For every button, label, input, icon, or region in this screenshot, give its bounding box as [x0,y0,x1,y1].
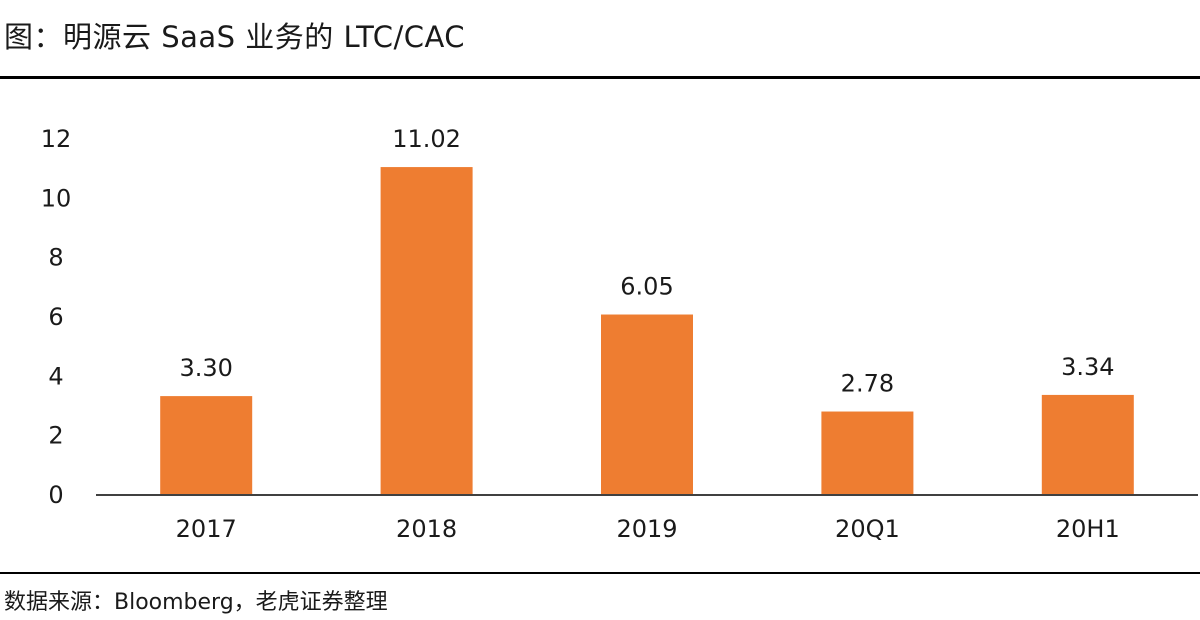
value-label: 3.30 [179,354,232,382]
bar-2017 [160,396,253,494]
value-label: 2.78 [841,370,894,398]
y-tick-label: 2 [48,422,63,450]
y-tick-label: 0 [48,481,63,509]
x-tick-label: 20H1 [1056,515,1120,543]
y-tick-label: 6 [48,303,63,331]
y-tick-label: 12 [41,125,72,153]
y-axis: 0 2 4 6 8 10 12 [41,125,72,509]
bottom-divider [0,572,1200,574]
bar-2019 [601,314,693,494]
source-note: 数据来源：Bloomberg，老虎证券整理 [4,590,388,615]
bar-series [160,167,1134,494]
chart-title: 图：明源云 SaaS 业务的 LTC/CAC [4,20,466,54]
x-tick-label: 2017 [176,515,237,543]
value-label: 3.34 [1061,353,1114,381]
x-tick-label: 2018 [396,515,457,543]
bar-20Q1 [821,411,914,494]
x-axis: 2017 2018 2019 20Q1 20H1 [176,515,1120,543]
value-label: 6.05 [620,273,673,301]
top-divider [0,76,1200,79]
y-tick-label: 4 [48,362,63,390]
value-label: 11.02 [392,125,461,153]
bar-20H1 [1041,394,1134,494]
y-tick-label: 10 [41,184,72,212]
y-tick-label: 8 [48,244,63,272]
x-tick-label: 2019 [616,515,677,543]
x-tick-label: 20Q1 [835,515,900,543]
bar-2018 [380,167,473,494]
data-labels: 3.30 11.02 6.05 2.78 3.34 [179,125,1114,397]
